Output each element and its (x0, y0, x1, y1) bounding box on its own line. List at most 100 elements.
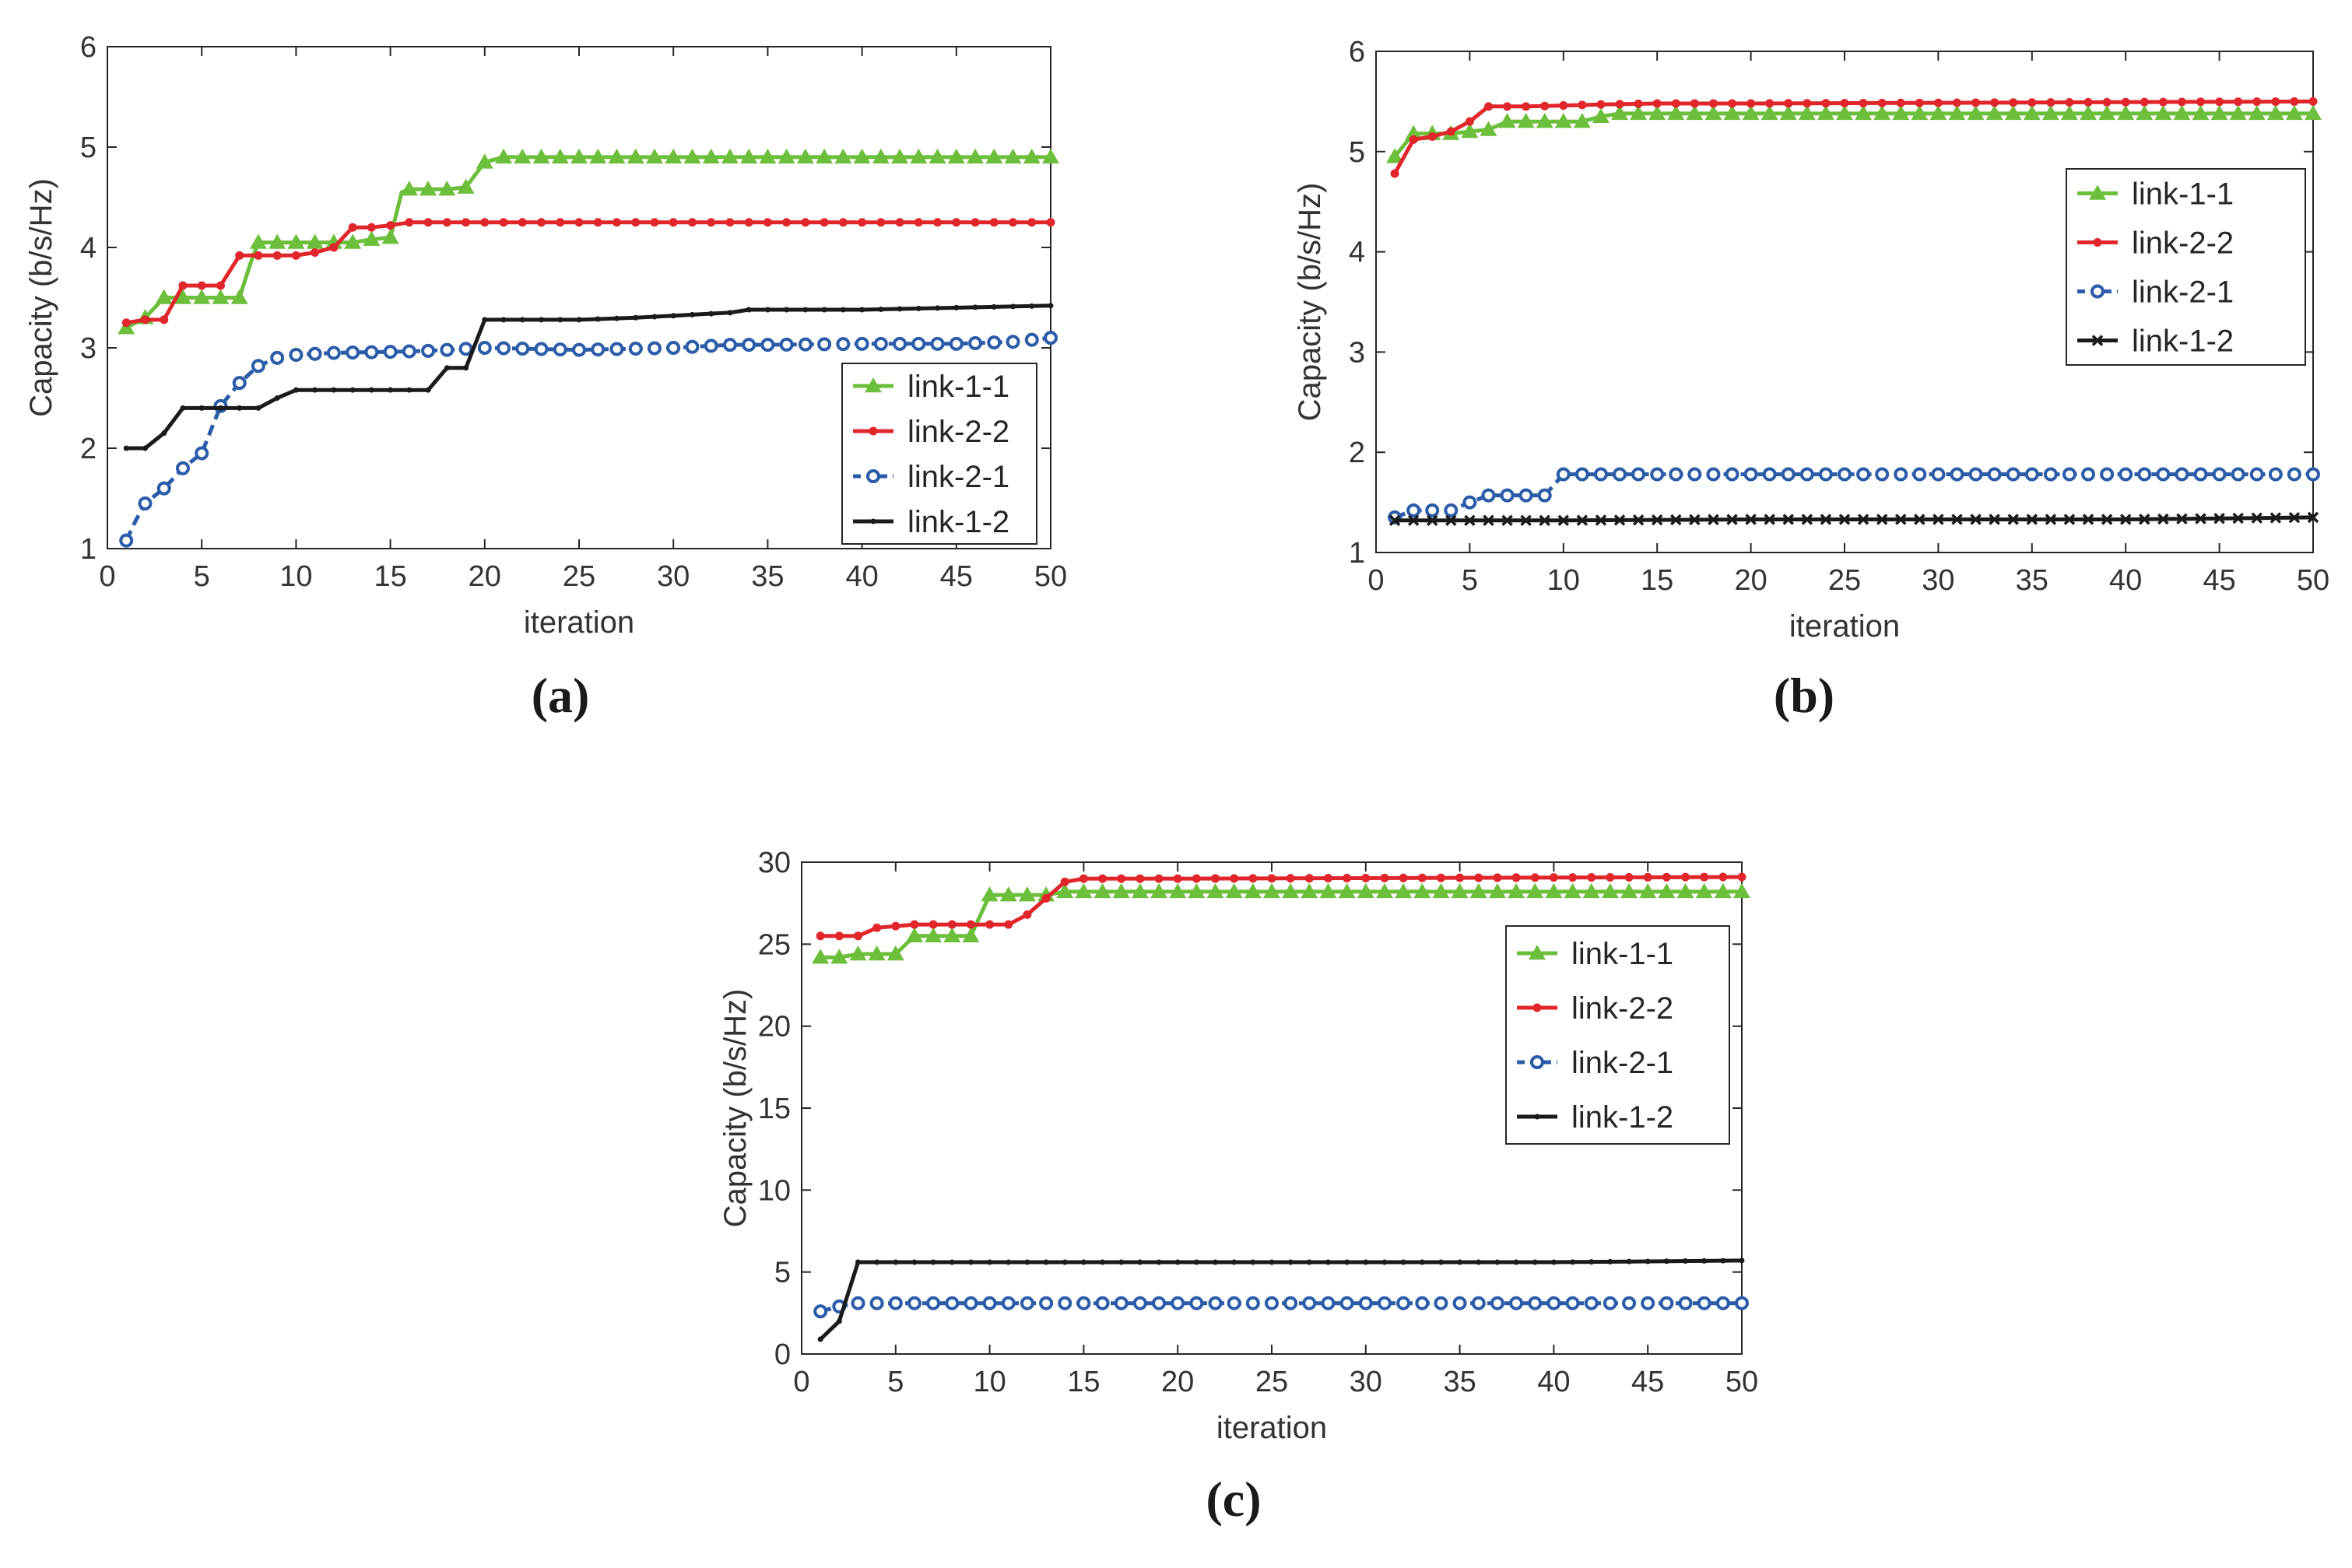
data-point-link-2-2 (834, 931, 844, 941)
data-point-link-1-2 (1363, 1259, 1369, 1265)
legend-label-link-2-1: link-2-1 (1571, 1046, 1673, 1080)
data-point-link-1-2 (784, 307, 790, 313)
data-point-link-2-2 (1136, 874, 1145, 883)
data-point-link-1-2 (878, 306, 884, 312)
data-point-link-2-2 (367, 223, 376, 232)
data-point-link-2-2 (1380, 873, 1389, 882)
data-point-link-2-2 (2271, 97, 2280, 107)
data-point-link-1-1 (1301, 882, 1318, 899)
data-point-link-1-2 (708, 310, 714, 317)
data-point-link-1-1 (1611, 104, 1629, 121)
data-point-link-1-1 (269, 233, 286, 249)
data-point-link-2-2 (1700, 872, 1709, 882)
data-point-link-1-2 (1006, 1259, 1012, 1265)
data-point-link-2-2 (1248, 874, 1258, 883)
data-point-link-1-2 (972, 304, 978, 310)
data-point-link-2-1 (1283, 1296, 1298, 1310)
data-point-link-1-2 (1745, 514, 1757, 525)
legend-box (1505, 925, 1730, 1145)
data-point-link-2-2 (1681, 872, 1690, 882)
data-point-link-1-1 (1695, 882, 1713, 899)
x-tick-label: 40 (2109, 564, 2142, 597)
data-point-link-2-2 (1803, 99, 1812, 108)
data-point-link-1-1 (1714, 882, 1732, 899)
series-line-link-1-2 (819, 1258, 1743, 1341)
data-point-link-2-2 (1737, 872, 1746, 882)
data-point-link-1-2 (1782, 514, 1794, 525)
legend-label-link-1-1: link-1-1 (907, 370, 1009, 404)
data-point-link-1-1 (886, 945, 904, 961)
x-tick-label: 0 (793, 1366, 809, 1398)
data-point-link-2-1 (968, 335, 983, 350)
data-point-link-1-2 (746, 307, 752, 313)
data-point-link-2-2 (1624, 872, 1634, 882)
x-axis-label: iteration (524, 605, 634, 640)
y-tick-label: 4 (1349, 237, 1365, 269)
data-point-link-2-1 (2175, 467, 2189, 482)
x-tick-label: 40 (1537, 1366, 1570, 1398)
data-point-link-1-2 (613, 315, 620, 321)
data-point-link-1-2 (859, 307, 865, 313)
data-point-link-1-1 (1225, 882, 1243, 899)
data-point-link-1-2 (368, 387, 374, 393)
data-point-link-1-1 (193, 289, 211, 304)
x-tick-label: 45 (1631, 1366, 1664, 1398)
y-tick-label: 2 (80, 433, 97, 465)
x-tick-label: 40 (845, 560, 878, 593)
x-tick-label: 25 (563, 560, 595, 593)
x-tick-label: 30 (657, 560, 690, 593)
data-point-link-1-1 (419, 181, 437, 196)
data-point-link-2-1 (926, 1296, 941, 1310)
x-tick-label: 0 (99, 560, 115, 593)
data-point-link-1-2 (2251, 512, 2262, 524)
data-point-link-1-2 (1726, 514, 1738, 525)
data-point-link-2-1 (1856, 467, 1871, 482)
data-point-link-1-2 (1914, 514, 1925, 525)
x-tick-label: 5 (194, 560, 210, 593)
data-point-link-1-2 (2139, 514, 2150, 525)
panel-label: (a) (532, 668, 590, 723)
data-point-link-2-2 (2234, 97, 2243, 107)
legend-marker-link-1-1 (1529, 945, 1546, 960)
data-point-link-2-2 (1606, 872, 1615, 882)
data-point-link-1-1 (868, 945, 886, 961)
data-point-link-1-2 (1708, 514, 1719, 525)
data-point-link-2-2 (763, 218, 772, 227)
data-point-link-1-1 (1658, 882, 1676, 899)
data-point-link-2-1 (175, 461, 190, 475)
data-point-link-2-2 (556, 218, 565, 227)
data-point-link-1-1 (967, 148, 985, 164)
data-point-link-2-2 (2158, 97, 2168, 107)
data-point-link-1-1 (306, 233, 324, 249)
data-point-link-2-1 (1189, 1296, 1204, 1310)
data-point-link-2-2 (462, 218, 471, 227)
data-point-link-1-2 (1651, 514, 1663, 526)
data-point-link-2-1 (685, 339, 700, 354)
data-point-link-2-1 (1358, 1296, 1373, 1310)
data-point-link-2-2 (2027, 98, 2037, 107)
data-point-link-1-2 (406, 387, 412, 393)
data-point-link-1-1 (702, 148, 720, 164)
data-point-link-1-2 (217, 405, 223, 411)
data-point-link-1-2 (482, 317, 488, 323)
legend-marker-link-2-1 (2090, 284, 2105, 299)
data-point-link-2-1 (1152, 1296, 1167, 1310)
data-point-link-1-2 (331, 387, 337, 393)
data-point-link-2-1 (1603, 1296, 1617, 1310)
data-point-link-2-1 (1208, 1296, 1223, 1310)
data-point-link-2-2 (1004, 920, 1013, 929)
data-point-link-1-1 (1469, 882, 1487, 899)
data-point-link-1-1 (1892, 104, 1910, 121)
x-tick-label: 50 (1725, 1366, 1758, 1398)
data-point-link-2-1 (2287, 467, 2301, 482)
data-point-link-2-2 (1990, 98, 1999, 107)
x-tick-label: 25 (1828, 564, 1861, 597)
data-point-link-1-1 (849, 945, 867, 961)
data-point-link-2-2 (1952, 98, 1961, 107)
data-point-link-2-1 (2193, 467, 2208, 482)
data-point-link-1-1 (476, 153, 493, 169)
data-point-link-1-1 (2154, 104, 2172, 121)
data-point-link-2-1 (477, 341, 492, 355)
data-point-link-2-2 (1323, 874, 1332, 883)
data-point-link-2-1 (1669, 467, 1683, 482)
